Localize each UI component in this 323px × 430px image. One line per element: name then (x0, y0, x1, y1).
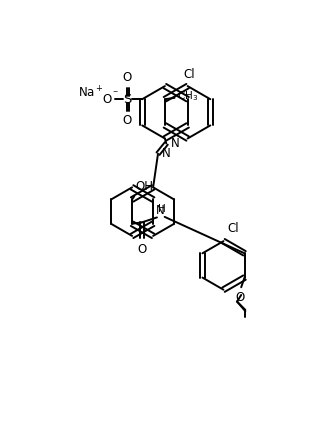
Text: O: O (102, 93, 111, 106)
Text: S: S (123, 93, 131, 106)
Text: Cl: Cl (228, 222, 239, 235)
Text: N: N (156, 203, 164, 217)
Text: N: N (162, 147, 171, 160)
Text: $^-$: $^-$ (111, 88, 119, 97)
Text: CH$_3$: CH$_3$ (177, 89, 199, 103)
Text: H: H (158, 204, 166, 214)
Text: O: O (235, 291, 245, 304)
Text: OH: OH (136, 181, 154, 194)
Text: Na$^+$: Na$^+$ (78, 86, 104, 101)
Text: Cl: Cl (183, 68, 195, 80)
Text: O: O (122, 71, 132, 84)
Text: O: O (122, 114, 132, 127)
Text: O: O (137, 243, 146, 255)
Text: N: N (171, 137, 179, 150)
